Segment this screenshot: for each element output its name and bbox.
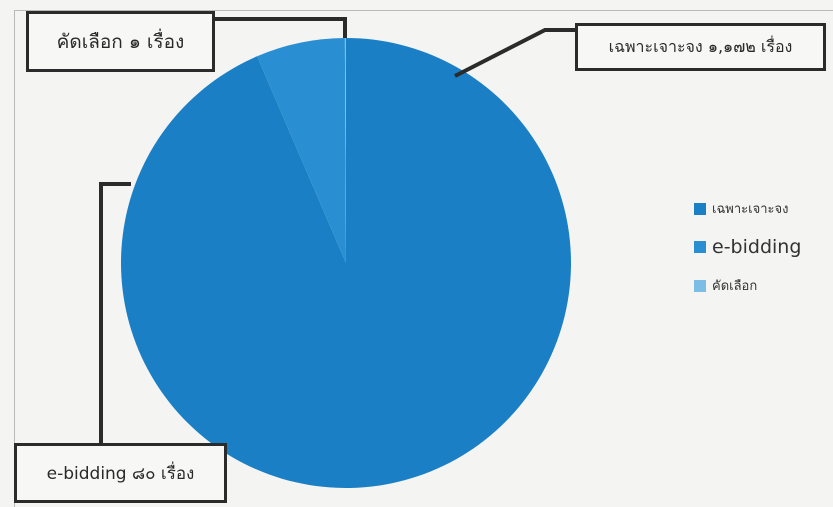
legend-item-e-bidding: e-bidding (694, 236, 829, 258)
data-label-คัดเลือก: คัดเลือก ๑ เรื่อง (26, 11, 215, 72)
data-label-e-bidding: e-bidding ๘๐ เรื่อง (14, 443, 227, 503)
chart-legend: เฉพาะเจาะจง e-bidding คัดเลือก (694, 198, 829, 313)
frame-top-border (14, 10, 833, 11)
legend-swatch (694, 241, 706, 253)
legend-label: เฉพาะเจาะจง (712, 202, 789, 217)
leader-line-คัดเลือก (215, 17, 347, 38)
legend-item-คัดเลือก: คัดเลือก (694, 275, 829, 296)
leader-line-เฉพาะเจาะจง (454, 28, 575, 78)
leader-line-e-bidding (99, 182, 131, 444)
pie-slices (120, 38, 571, 488)
legend-label: คัดเลือก (712, 279, 758, 294)
legend-swatch (694, 279, 706, 292)
legend-swatch (694, 202, 706, 215)
legend-label: e-bidding (712, 236, 802, 258)
pie-slice-คัดเลือก (344, 38, 346, 263)
pie-slice-e-bidding (257, 38, 346, 263)
data-label-เฉพาะเจาะจง: เฉพาะเจาะจง ๑,๑๗๒ เรื่อง (575, 23, 826, 71)
legend-item-เฉพาะเจาะจง: เฉพาะเจาะจง (694, 198, 829, 219)
callout-leader-lines (99, 17, 575, 444)
frame-left-border (14, 10, 15, 507)
